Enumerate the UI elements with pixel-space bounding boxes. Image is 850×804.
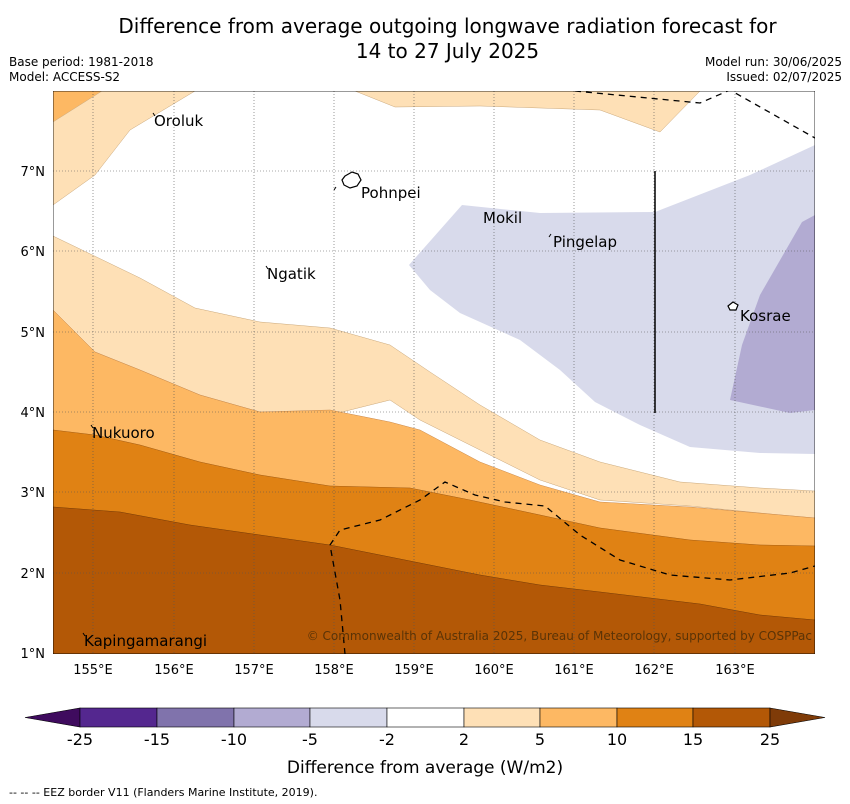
cb-tick: -15 xyxy=(144,730,170,749)
lon-label: 159°E xyxy=(394,663,434,678)
label-oroluk: Oroluk xyxy=(154,112,203,130)
lon-label: 157°E xyxy=(234,663,274,678)
cb-tick: 2 xyxy=(459,730,469,749)
colorbar-label: Difference from average (W/m2) xyxy=(286,758,564,778)
title-line-2: 14 to 27 July 2025 xyxy=(355,39,540,63)
label-kosrae: Kosrae xyxy=(740,307,791,325)
base-period: Base period: 1981-2018 xyxy=(9,55,154,69)
lon-label: 158°E xyxy=(314,663,354,678)
label-mokil: Mokil xyxy=(483,209,522,227)
colorbar-segment xyxy=(309,707,388,728)
lon-label: 160°E xyxy=(474,663,514,678)
lat-label: 5°N xyxy=(21,326,46,341)
label-kapingamarangi: Kapingamarangi xyxy=(84,632,207,650)
colorbar-segment xyxy=(616,707,694,728)
lon-label: 161°E xyxy=(554,663,594,678)
band-2-5-top-left xyxy=(53,91,196,206)
label-nukuoro: Nukuoro xyxy=(92,424,155,442)
meta-right: Model run: 30/06/2025 Issued: 02/07/2025 xyxy=(705,55,842,85)
eez-footnote: -- -- -- EEZ border V11 (Flanders Marine… xyxy=(9,786,318,799)
model-name: Model: ACCESS-S2 xyxy=(9,70,121,84)
band-neg10-neg5 xyxy=(730,215,815,413)
colorbar-segment xyxy=(156,707,235,728)
cb-tick: 5 xyxy=(535,730,545,749)
issued-date: Issued: 02/07/2025 xyxy=(726,70,842,84)
cb-tick: 10 xyxy=(607,730,627,749)
band-15-25 xyxy=(53,506,815,654)
cb-tick: -5 xyxy=(302,730,318,749)
place-labels: Oroluk Pohnpei Mokil Pingelap Ngatik Kos… xyxy=(84,112,791,650)
lat-label: 3°N xyxy=(21,486,46,501)
colorbar-segment xyxy=(539,707,618,728)
lon-label: 163°E xyxy=(715,663,755,678)
pohnpei-island xyxy=(341,171,362,189)
lat-label: 6°N xyxy=(21,245,46,260)
cb-tick: -2 xyxy=(379,730,395,749)
graticule xyxy=(53,91,815,654)
longitude-labels: 155°E 156°E 157°E 158°E 159°E 160°E 161°… xyxy=(73,663,755,678)
lon-label: 162°E xyxy=(634,663,674,678)
cb-tick: -10 xyxy=(221,730,247,749)
small-island-marks xyxy=(82,112,552,637)
colorbar-segment xyxy=(692,707,771,728)
title-line-1: Difference from average outgoing longwav… xyxy=(118,14,777,38)
cb-tick: 25 xyxy=(760,730,780,749)
lat-label: 2°N xyxy=(21,567,46,582)
latitude-labels: 7°N 6°N 5°N 4°N 3°N 2°N 1°N xyxy=(21,165,46,662)
colorbar-segment xyxy=(79,707,158,728)
lon-label: 155°E xyxy=(73,663,113,678)
kosrae-island xyxy=(727,301,739,311)
lat-label: 7°N xyxy=(21,165,46,180)
lat-label: 4°N xyxy=(21,406,46,421)
colorbar-extend-high xyxy=(769,707,826,728)
meta-left: Base period: 1981-2018 Model: ACCESS-S2 xyxy=(9,55,154,85)
label-pohnpei: Pohnpei xyxy=(361,184,421,202)
colorbar-segment xyxy=(233,707,311,728)
colorbar-segment xyxy=(386,707,465,728)
colorbar-extend-low xyxy=(24,707,81,728)
colorbar xyxy=(24,707,826,728)
map-area xyxy=(53,91,815,654)
chart-title: Difference from average outgoing longwav… xyxy=(0,14,850,64)
label-pingelap: Pingelap xyxy=(553,233,617,251)
model-run: Model run: 30/06/2025 xyxy=(704,55,842,69)
label-ngatik: Ngatik xyxy=(267,265,316,283)
lat-label: 1°N xyxy=(21,647,46,662)
cb-tick: 15 xyxy=(683,730,703,749)
band-neg5-neg2 xyxy=(409,145,815,454)
lon-label: 156°E xyxy=(154,663,194,678)
band-2-5-top xyxy=(354,91,701,133)
colorbar-ticks: -25 -15 -10 -5 -2 2 5 10 15 25 xyxy=(67,730,780,749)
copyright-notice: © Commonwealth of Australia 2025, Bureau… xyxy=(307,629,812,643)
colorbar-segment xyxy=(463,707,541,728)
cb-tick: -25 xyxy=(67,730,93,749)
